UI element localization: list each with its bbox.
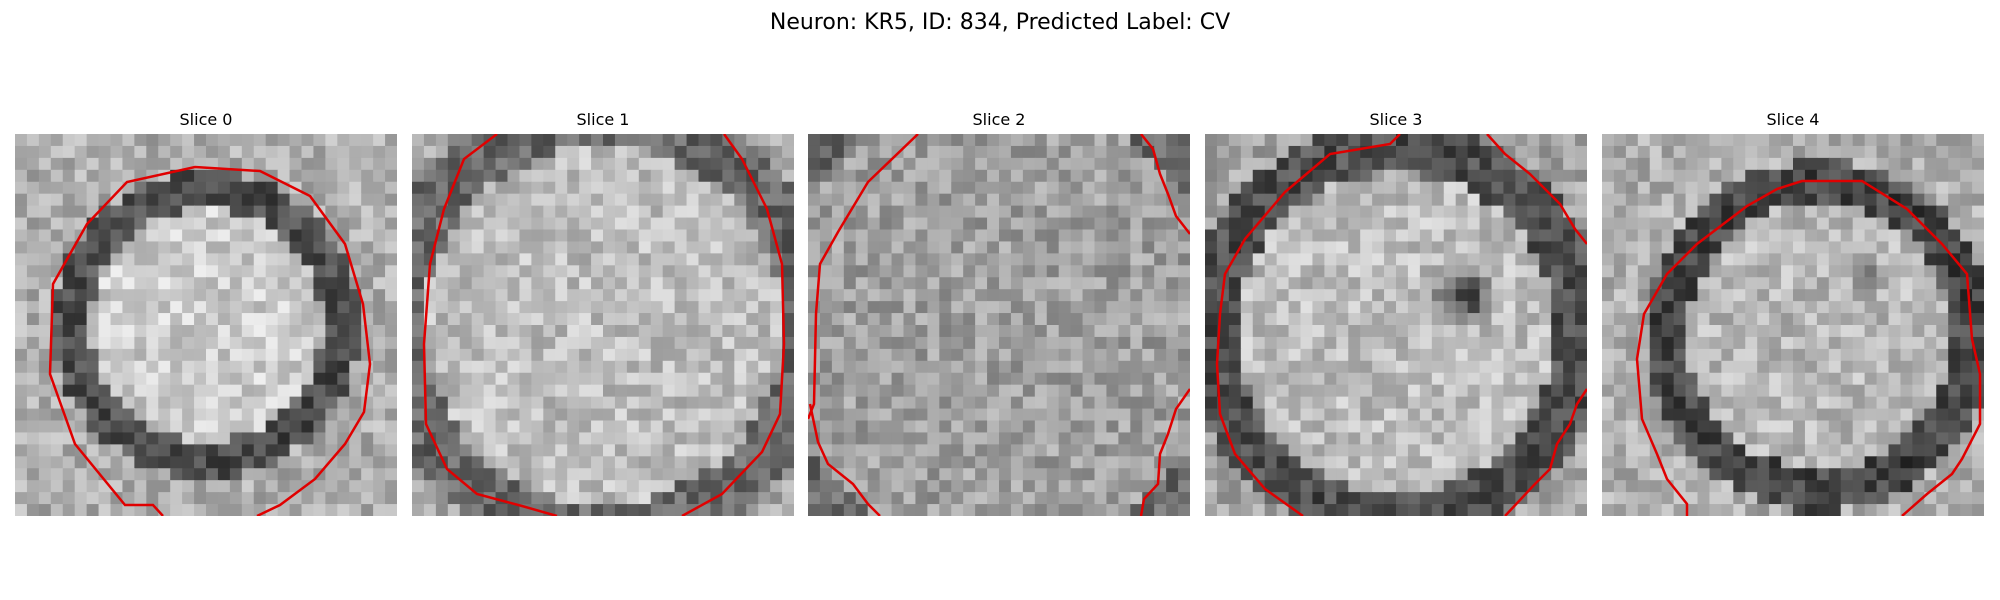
slice-image <box>1205 134 1587 516</box>
contour-line <box>48 165 372 516</box>
slice-image <box>808 134 1190 516</box>
slice-image <box>412 134 794 516</box>
grayscale-pixels <box>412 134 794 516</box>
slice-image-svg <box>1602 134 1984 516</box>
slice-title: Slice 2 <box>972 110 1026 129</box>
slice-title: Slice 3 <box>1369 110 1423 129</box>
grayscale-pixels <box>1602 134 1984 516</box>
contour-line <box>1504 388 1587 516</box>
slice-image-svg <box>15 134 397 516</box>
contour-line <box>808 403 881 516</box>
contour-line <box>1139 388 1190 516</box>
slice-title: Slice 4 <box>1766 110 1820 129</box>
slice-image-svg <box>808 134 1190 516</box>
slice-image <box>1602 134 1984 516</box>
slice-image-svg <box>412 134 794 516</box>
slice-image <box>15 134 397 516</box>
figure-title: Neuron: KR5, ID: 834, Predicted Label: C… <box>769 10 1231 35</box>
contour-line <box>422 134 558 516</box>
contour-line <box>1215 134 1401 516</box>
contour-line <box>1486 134 1587 245</box>
slice-title: Slice 1 <box>576 110 630 129</box>
slice-image-svg <box>1205 134 1587 516</box>
contour-line <box>808 134 919 420</box>
contour-line <box>1635 179 1982 516</box>
slice-title: Slice 0 <box>179 110 233 129</box>
grayscale-pixels <box>808 134 1190 516</box>
contour-line <box>1140 134 1190 235</box>
grayscale-pixels <box>15 134 397 516</box>
grayscale-pixels <box>1205 134 1587 516</box>
contour-line <box>681 134 786 516</box>
